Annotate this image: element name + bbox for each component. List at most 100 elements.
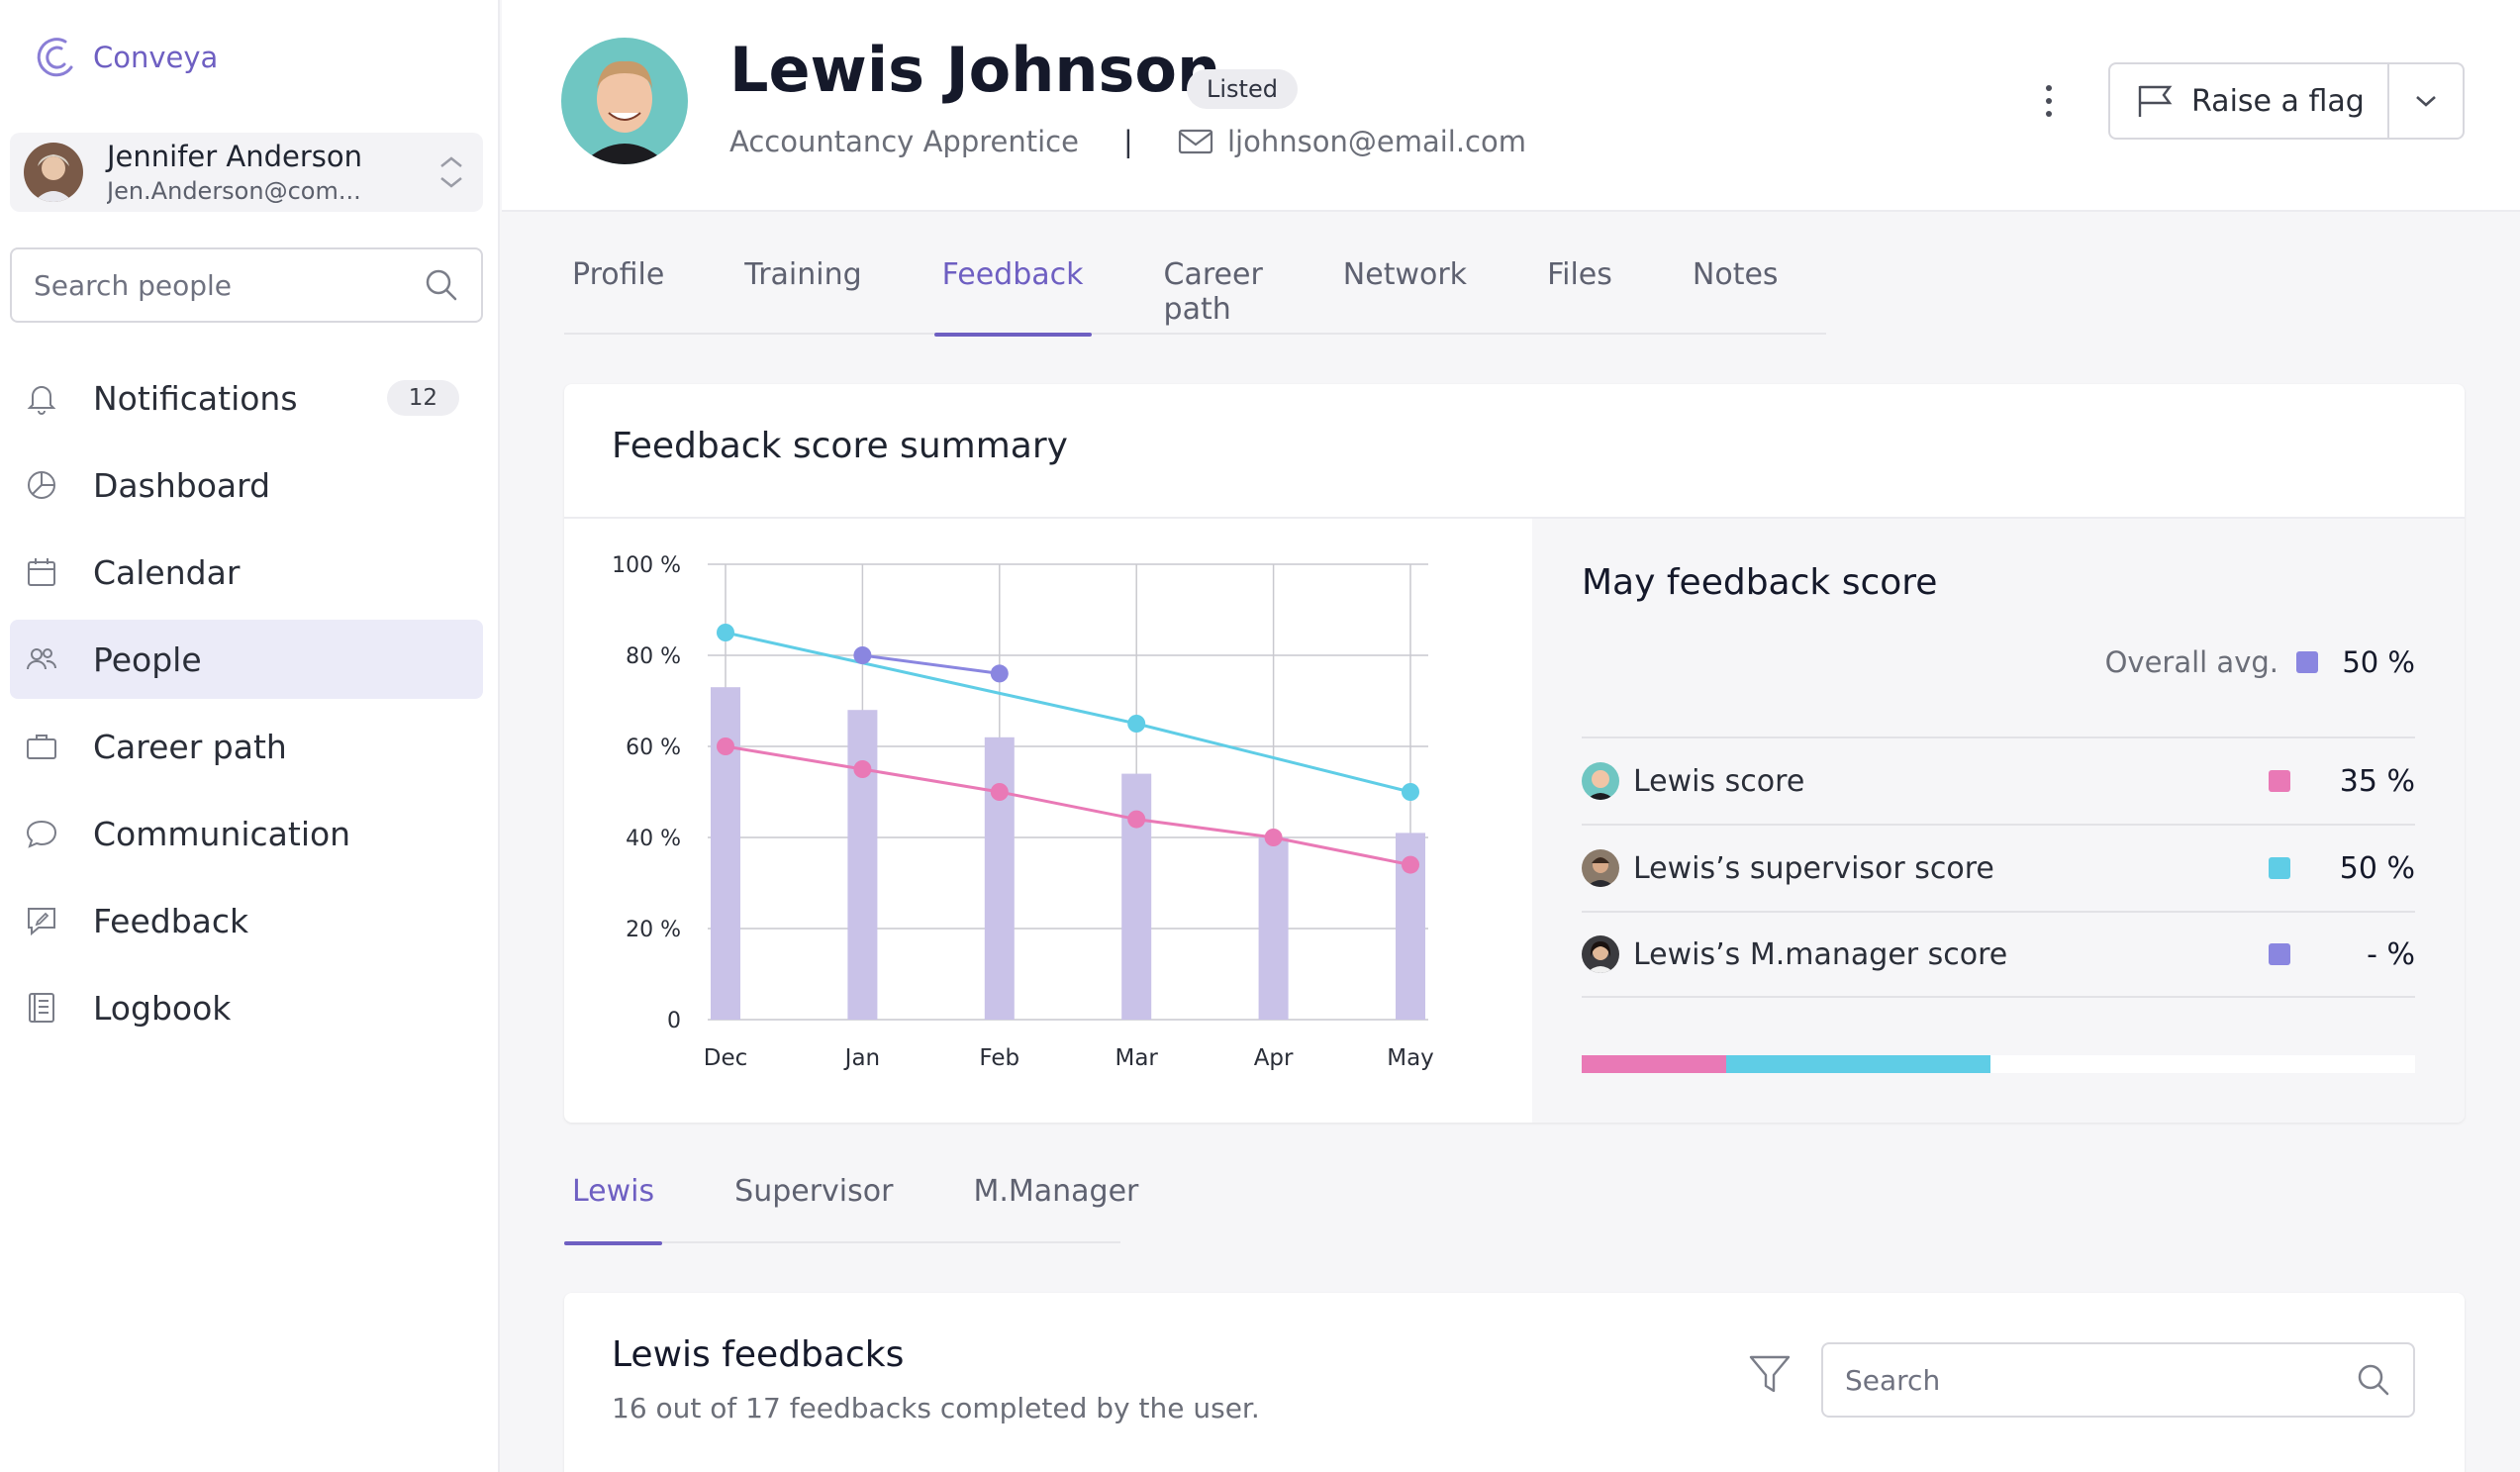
series-line [862,653,1000,675]
overall-avg-swatch [2296,651,2318,673]
series-line [725,744,1411,867]
sidebar-item-logbook[interactable]: Logbook [10,968,483,1047]
profile-header: Lewis Johnson Listed Accountancy Apprent… [502,0,2520,212]
score-row-label: Lewis’s supervisor score [1633,850,1994,886]
current-user-switcher[interactable]: Jennifer Anderson Jen.Anderson@com... [10,133,483,212]
sidebar-item-label: Career path [93,727,287,766]
app-name: Conveya [93,41,219,74]
notification-count-badge: 12 [386,380,459,416]
series-point [717,737,734,755]
sidebar-item-notifications[interactable]: Notifications 12 [10,358,483,438]
filter-icon[interactable] [1748,1352,1792,1396]
series-line [725,631,1411,794]
sidebar-item-label: People [93,639,202,679]
y-tick-label: 60 % [626,736,681,760]
profile-role: Accountancy Apprentice [729,125,1079,158]
y-tick-label: 40 % [626,827,681,851]
profile-email[interactable]: ljohnson@email.com [1178,125,1526,158]
status-badge: Listed [1187,69,1298,109]
search-icon [2358,1364,2389,1396]
series-point [990,664,1009,683]
series-point [1127,715,1146,733]
more-options-icon[interactable] [2034,79,2064,123]
feedback-icon [24,903,59,938]
x-tick-label: Mar [1115,1045,1158,1071]
score-row-manager: Lewis’s M.manager score - % [1582,911,2415,998]
score-row-label: Lewis score [1633,763,1805,799]
profile-tabs: Profile Training Feedback Career path Ne… [564,236,1826,337]
tab-files[interactable]: Files [1547,257,1612,292]
sidebar-item-people[interactable]: People [10,620,483,699]
score-row-label: Lewis’s M.manager score [1633,936,2008,972]
sidebar-item-label: Feedback [93,901,249,940]
dashboard-icon [24,467,59,503]
raise-flag-split-button: Raise a flag [2108,62,2465,140]
series-point [990,783,1009,801]
divider [564,517,2465,519]
summary-title: Feedback score summary [612,426,1068,466]
feedback-search-field[interactable] [1821,1342,2415,1418]
feedback-search-input[interactable] [1845,1363,2356,1397]
switcher-icon [434,156,469,188]
sidebar-nav: Notifications 12 Dashboard Calendar Peop… [10,358,483,1055]
profile-avatar [561,38,688,164]
subtab-lewis[interactable]: Lewis [564,1148,663,1245]
tab-career-path[interactable]: Career path [1163,257,1263,327]
feedbacks-title: Lewis feedbacks [612,1334,905,1375]
series-point [1264,829,1283,846]
sidebar-item-feedback[interactable]: Feedback [10,881,483,960]
sidebar: Conveya Jennifer Anderson Jen.Anderson@c… [0,0,500,1472]
tab-notes[interactable]: Notes [1692,257,1779,292]
sidebar-item-career-path[interactable]: Career path [10,707,483,786]
search-icon [426,269,457,301]
sidebar-item-label: Logbook [93,988,232,1028]
people-icon [24,641,59,677]
avatar [24,143,83,202]
chat-icon [24,816,59,851]
sidebar-item-communication[interactable]: Communication [10,794,483,873]
tab-feedback[interactable]: Feedback [933,236,1092,337]
y-tick-label: 20 % [626,918,681,942]
sidebar-item-label: Dashboard [93,465,271,505]
feedback-chart-svg: 0 20 % 40 % 60 % 80 % 100 % Dec Jan Feb Mar Apr May [612,553,1434,1071]
score-row-lewis: Lewis score 35 % [1582,736,2415,824]
feedbacks-subtitle: 16 out of 17 feedbacks completed by the … [612,1392,1260,1424]
logbook-icon [24,990,59,1026]
chevron-down-icon[interactable] [2387,64,2463,138]
series-point [1127,810,1146,829]
score-bar-segment [1582,1055,1726,1073]
score-progress-bar [1582,1055,2415,1073]
score-row-value: 50 % [2339,850,2415,886]
overall-avg-value: 50 % [2342,645,2415,679]
sidebar-item-label: Notifications [93,378,298,418]
current-user-name: Jennifer Anderson [107,140,363,173]
calendar-icon [24,554,59,590]
subtab-m-manager[interactable]: M.Manager [973,1174,1139,1209]
profile-email-text: ljohnson@email.com [1227,125,1526,158]
chart-bar [847,710,878,1020]
sidebar-item-label: Communication [93,814,351,853]
app-logo[interactable]: Conveya [32,34,218,81]
score-panel-title: May feedback score [1582,562,1938,603]
raise-flag-button[interactable]: Raise a flag [2110,64,2387,138]
search-people-field[interactable] [10,247,483,323]
series-point [853,646,872,664]
series-point [853,760,872,778]
tab-training[interactable]: Training [744,257,862,292]
tab-network[interactable]: Network [1342,257,1468,292]
raise-flag-label: Raise a flag [2191,83,2365,119]
bell-icon [24,380,59,416]
avatar [1582,935,1619,973]
search-people-input[interactable] [34,268,424,302]
feedback-subtabs: Lewis Supervisor M.Manager [564,1148,1138,1245]
sidebar-item-dashboard[interactable]: Dashboard [10,445,483,525]
tab-profile[interactable]: Profile [572,257,665,292]
header-separator: | [1123,125,1133,158]
subtab-supervisor[interactable]: Supervisor [734,1174,894,1209]
series-point [1402,855,1419,874]
x-tick-label: May [1387,1045,1434,1071]
mail-icon [1178,129,1213,154]
sidebar-item-label: Calendar [93,552,241,592]
chart-bar [711,687,740,1020]
sidebar-item-calendar[interactable]: Calendar [10,533,483,612]
